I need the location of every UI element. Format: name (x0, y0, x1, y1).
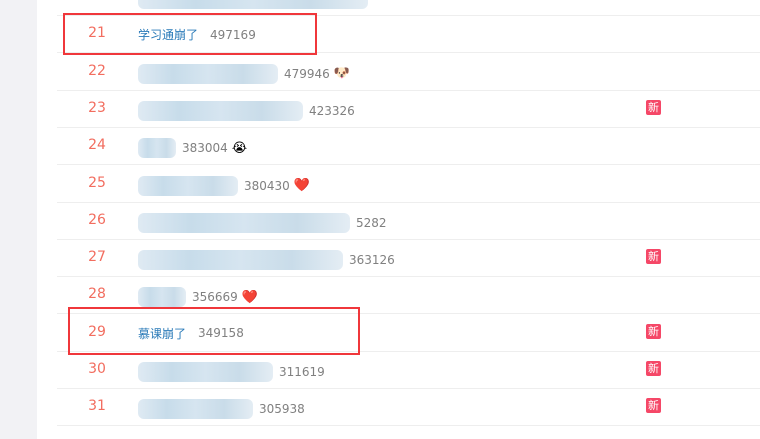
entry-title[interactable]: 383004 😭 (138, 138, 248, 159)
search-count: 311619 (279, 365, 325, 379)
rank-number: 31 (88, 398, 106, 415)
entry-title-text[interactable]: 学习通崩了 (138, 28, 199, 43)
entry-title[interactable]: 380430 ❤️ (138, 175, 310, 196)
highlight-box-29 (68, 307, 360, 355)
search-count: 305938 (259, 402, 305, 417)
search-count: 5282 (356, 215, 387, 230)
rank-number: 26 (88, 211, 106, 228)
rank-number: 20 (77, 0, 117, 4)
hot-search-row[interactable]: 23 423326 新 (57, 90, 760, 128)
new-badge: 新 (646, 99, 661, 115)
highlight-box-21 (63, 13, 317, 55)
rank-number: 28 (88, 286, 106, 303)
search-count: 479946 (284, 66, 330, 81)
new-badge: 新 (646, 323, 661, 339)
entry-title-text[interactable]: 慕课崩了 (138, 326, 187, 341)
search-count: 380430 (244, 178, 290, 193)
entry-title[interactable]: 慕课崩了 349158 (138, 325, 244, 342)
hot-search-row[interactable]: 28 356669 ❤️ (57, 276, 760, 315)
blurred-title (138, 287, 186, 308)
entry-title[interactable] (138, 0, 374, 9)
left-sidebar (0, 0, 37, 439)
blurred-title (138, 212, 350, 233)
blurred-title (138, 0, 368, 9)
new-badge: 新 (646, 398, 661, 414)
rank-number: 23 (88, 99, 106, 116)
rank-number: 25 (88, 174, 106, 191)
hot-search-row[interactable]: 29 慕课崩了 349158 新 (57, 314, 760, 352)
emoji-icon: ❤️ (293, 178, 310, 193)
rank-number: 22 (88, 62, 106, 79)
emoji-icon: 🐶 (333, 66, 350, 82)
search-count: 356669 (192, 290, 238, 305)
entry-title[interactable]: 305938 (138, 399, 305, 420)
entry-title[interactable]: 479946 🐶 (138, 63, 350, 84)
search-count: 423326 (309, 103, 355, 118)
hot-search-row[interactable]: 25 380430 ❤️ (57, 165, 760, 203)
hot-search-row[interactable]: 27 363126 新 (57, 239, 760, 278)
hot-search-row[interactable]: 21 学习通崩了 497169 (57, 15, 760, 54)
hot-search-row[interactable]: 24 383004 😭 (57, 127, 760, 166)
search-count: 497169 (210, 27, 256, 42)
entry-title[interactable]: 311619 (138, 362, 325, 382)
entry-title[interactable]: 423326 (138, 100, 355, 121)
entry-title[interactable]: 363126 (138, 250, 395, 271)
blurred-title (138, 362, 273, 382)
hot-search-row[interactable]: 26 5282 (57, 202, 760, 240)
blurred-title (138, 138, 176, 159)
entry-title[interactable]: 5282 (138, 212, 387, 233)
rank-number: 29 (88, 323, 106, 340)
entry-title[interactable]: 学习通崩了 497169 (138, 26, 256, 43)
blurred-title (138, 100, 303, 121)
hot-search-row[interactable]: 30 311619 新 (57, 351, 760, 389)
entry-title[interactable]: 356669 ❤️ (138, 287, 258, 308)
emoji-icon: ❤️ (241, 289, 258, 305)
rank-number: 27 (88, 249, 106, 266)
new-badge: 新 (646, 249, 661, 265)
blurred-title (138, 63, 278, 84)
hot-search-row[interactable]: 22 479946 🐶 (57, 53, 760, 91)
search-count: 383004 (182, 141, 228, 156)
rank-number: 24 (88, 137, 106, 154)
rank-number: 30 (88, 361, 106, 377)
rank-number: 21 (88, 25, 106, 42)
search-count: 363126 (349, 253, 395, 268)
hot-search-row[interactable]: 31 305938 新 (57, 388, 760, 427)
blurred-title (138, 175, 238, 196)
hot-search-row[interactable]: 20 (57, 0, 760, 16)
new-badge: 新 (646, 361, 661, 376)
blurred-title (138, 250, 343, 271)
blurred-title (138, 399, 253, 420)
search-count: 349158 (198, 326, 244, 341)
emoji-icon: 😭 (231, 140, 248, 156)
